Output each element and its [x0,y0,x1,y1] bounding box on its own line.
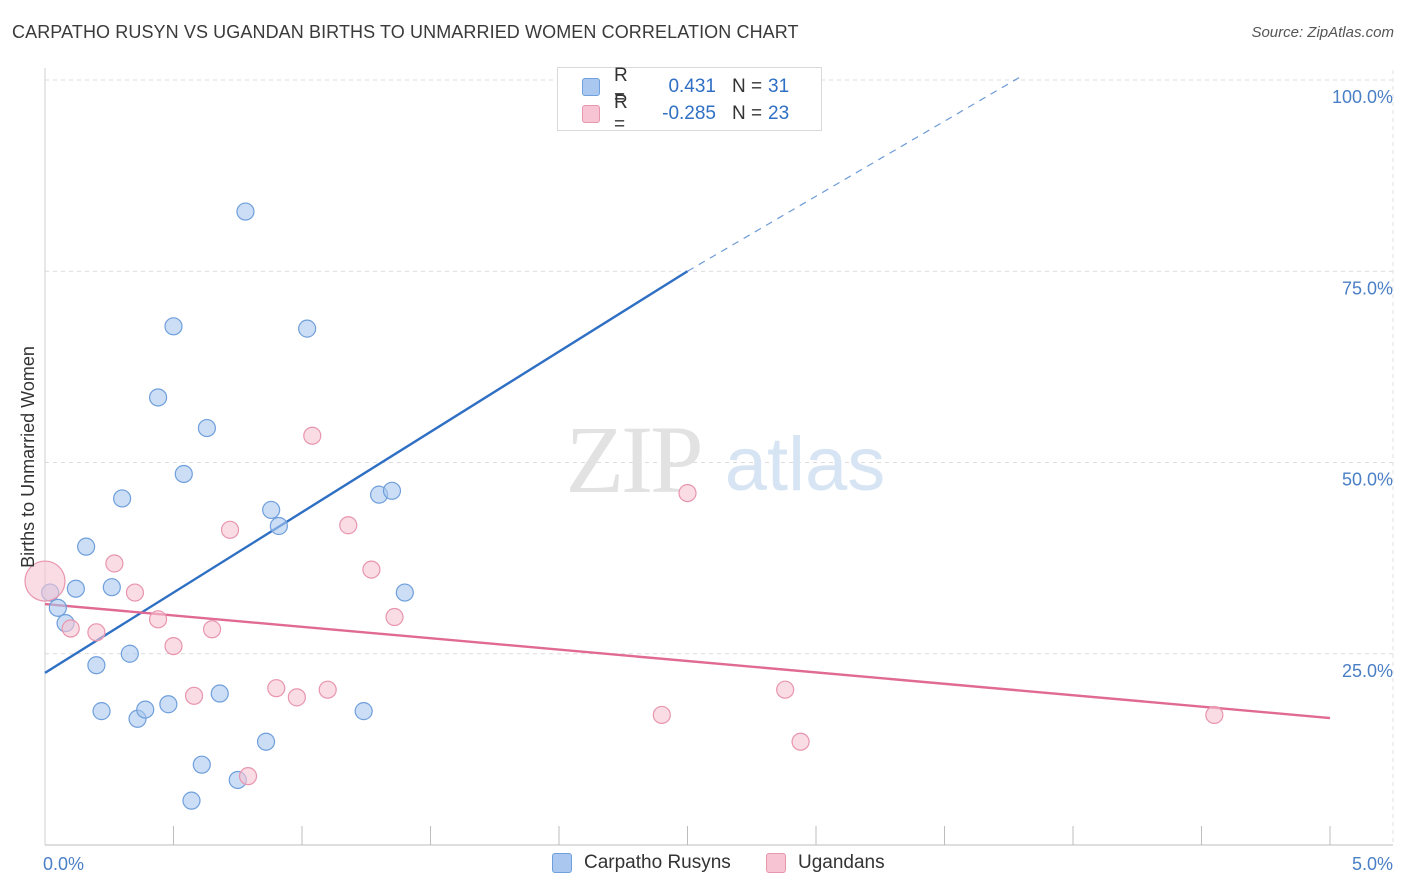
point-ugandans [148,610,168,629]
point-ugandans [652,705,671,725]
legend-n-value: 31 [768,76,790,97]
watermark-atlas: atlas [725,422,886,507]
x-tick-label: 5.0% [1352,854,1393,874]
chart-title: CARPATHO RUSYN VS UGANDAN BIRTHS TO UNMA… [12,22,799,42]
point-ugandans [339,516,358,535]
legend-swatch-ugandans [582,105,600,123]
point-ugandans [202,620,222,639]
data-points [24,78,1224,810]
point-carpatho [112,489,132,508]
legend-swatch-carpatho [582,78,600,96]
series-legend: Carpatho Rusyns Ugandans [0,852,1406,878]
legend-n-label: N = [732,103,763,124]
y-axis-label: Births to Unmarried Women [18,346,38,568]
point-carpatho [102,578,121,597]
point-ugandans [125,583,145,602]
point-ugandans [791,732,810,751]
point-ugandans [267,679,286,698]
point-carpatho [159,695,178,714]
point-ugandans [776,680,795,699]
y-tick-label: 100.0% [1332,87,1393,107]
point-ugandans [61,619,80,638]
point-ugandans [220,520,240,539]
legend-r-value: -0.285 [662,103,716,124]
legend-r-label: R = [614,65,628,108]
point-ugandans [318,680,337,699]
point-carpatho [382,481,402,500]
legend-r-value: 0.431 [668,76,716,97]
point-carpatho [48,598,67,617]
legend-n-label: N = [732,76,763,97]
trend-line-ugandans [44,602,1331,720]
point-carpatho [192,755,211,774]
legend-n-value: 23 [768,103,790,124]
point-carpatho [298,319,317,338]
point-ugandans [362,560,381,579]
trend-lines [44,75,1331,720]
point-carpatho [77,537,96,556]
series-swatch-carpatho [552,853,572,873]
point-carpatho [66,579,85,598]
point-ugandans [105,554,124,573]
legend-r-label: R = [614,92,628,135]
series-legend-carpatho: Carpatho Rusyns [552,852,731,874]
legend-row-carpatho: R = 0.431 N = 31 [582,65,790,108]
point-carpatho [269,516,288,536]
point-carpatho [354,702,373,721]
watermark: ZIP atlas [566,406,886,513]
series-legend-ugandans: Ugandans [766,852,885,874]
point-ugandans [184,686,204,705]
point-carpatho [148,388,168,407]
point-ugandans [164,636,183,656]
point-carpatho [182,791,201,810]
point-carpatho [262,500,281,520]
point-carpatho [164,317,183,336]
point-carpatho [395,583,414,602]
series-name-carpatho: Carpatho Rusyns [584,852,731,873]
point-ugandans [87,623,106,642]
y-tick-label: 25.0% [1342,661,1393,681]
series-name-ugandans: Ugandans [798,852,885,873]
point-ugandans [24,560,66,602]
axes [44,68,1393,846]
point-carpatho [174,464,193,484]
point-carpatho [256,732,276,751]
point-carpatho [92,702,111,721]
point-carpatho [120,644,139,663]
point-ugandans [238,767,258,786]
point-carpatho [87,656,106,675]
point-ugandans [678,484,697,503]
x-tick-label: 0.0% [43,854,84,874]
correlation-legend: R = 0.431 N = 31 R = -0.285 N = 23 [557,65,822,135]
point-ugandans [385,607,404,627]
gridlines [45,70,1394,845]
source-label: Source: ZipAtlas.com [1251,24,1394,41]
tick-labels: 25.0% 50.0% 75.0% 100.0% 0.0% 5.0% [43,87,1393,874]
series-swatch-ugandans [766,853,786,873]
point-ugandans [287,688,306,707]
point-ugandans [1205,705,1224,725]
point-carpatho [236,202,255,221]
point-ugandans [303,426,322,445]
point-carpatho [197,418,217,438]
point-carpatho [136,700,155,719]
legend-row-ugandans: R = -0.285 N = 23 [582,92,790,135]
y-tick-label: 75.0% [1342,278,1393,298]
y-tick-label: 50.0% [1342,470,1393,490]
point-carpatho [210,684,229,703]
trend-line-carpatho [44,270,689,674]
